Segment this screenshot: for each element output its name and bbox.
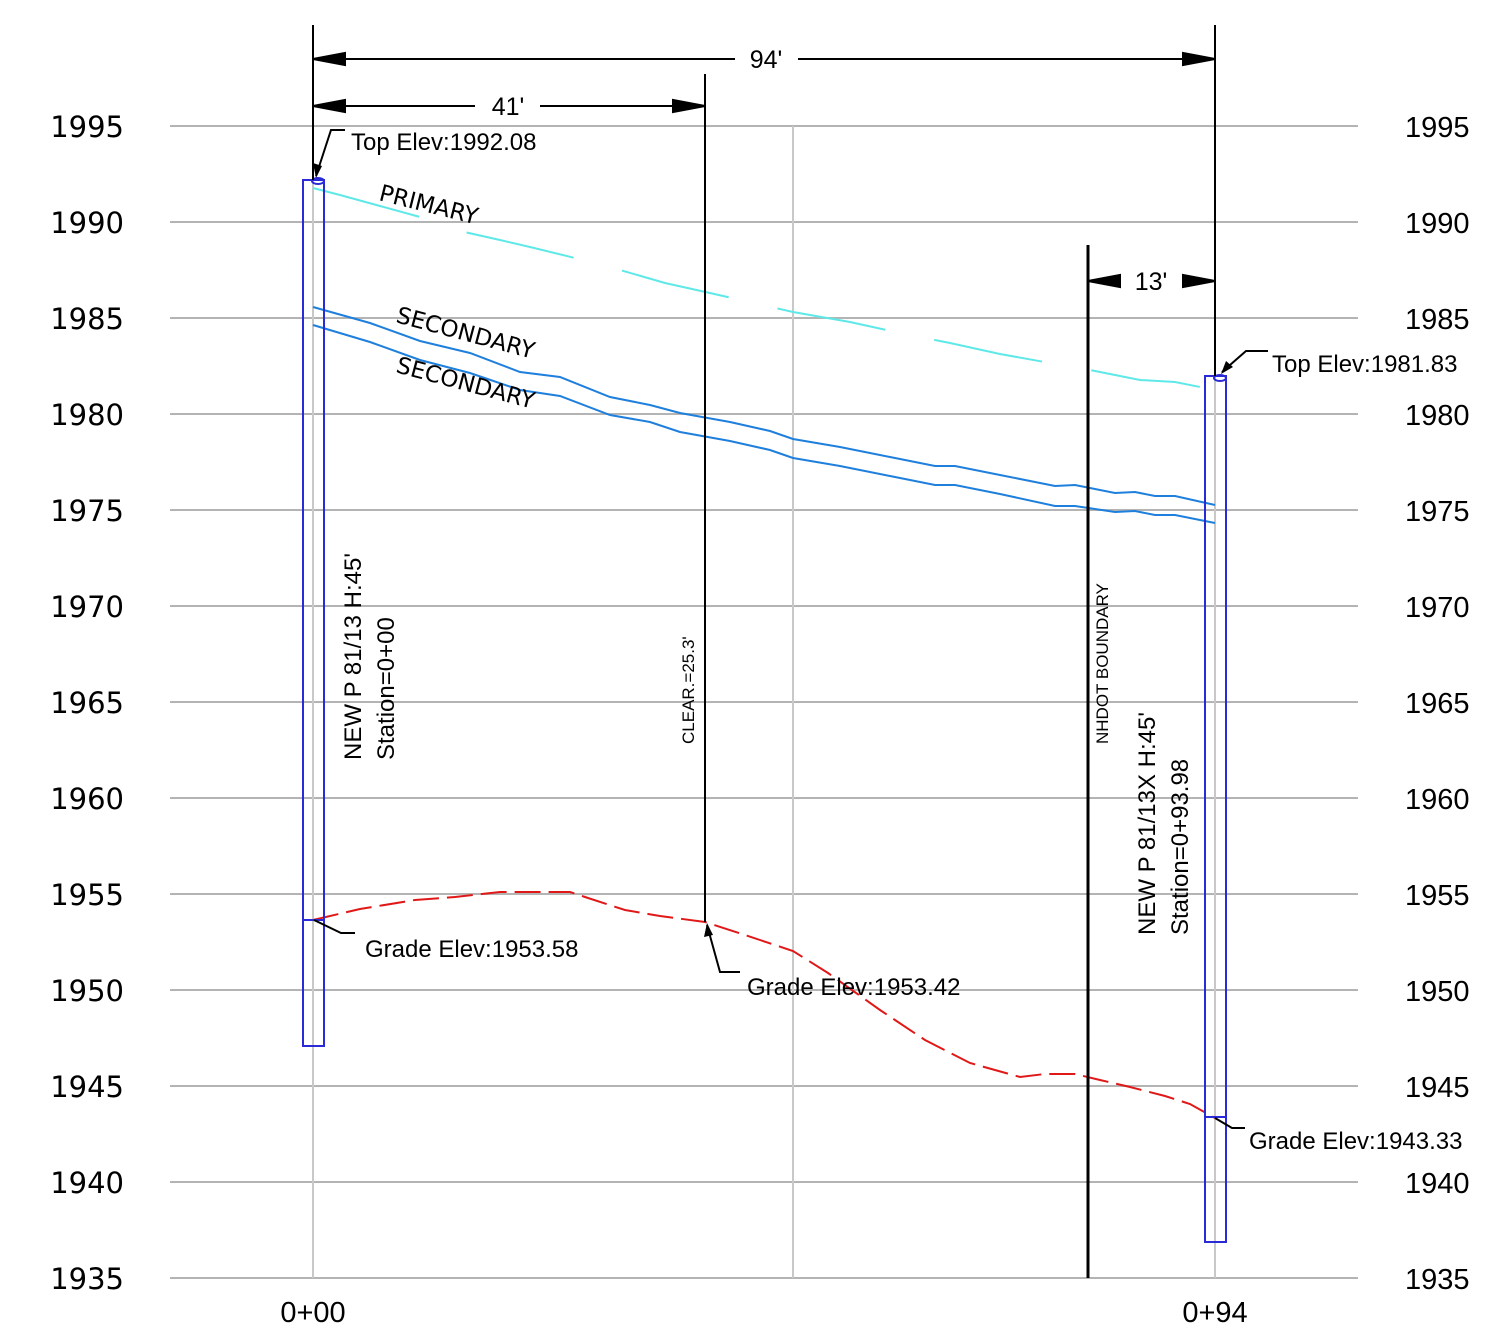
ytick-right: 1960 [1405, 784, 1470, 816]
ytick-right: 1975 [1405, 496, 1470, 528]
ytick-left: 1970 [50, 590, 124, 624]
ytick-right: 1945 [1405, 1072, 1470, 1104]
secondary-wire-upper [312, 306, 1216, 506]
secondary-wire-label-lower: SECONDARY [393, 353, 538, 415]
annotation-leaders [313, 129, 1268, 1129]
ytick-left: 1980 [50, 398, 124, 432]
clearance-label: CLEAR.=25.3' [679, 636, 698, 744]
ytick-left: 1935 [50, 1262, 124, 1296]
right-pole-top-elevation: Top Elev:1981.83 [1272, 351, 1457, 378]
ytick-right: 1995 [1405, 112, 1470, 144]
ytick-right: 1965 [1405, 688, 1470, 720]
right-pole-station: Station=0+93.98 [1167, 759, 1194, 935]
dimension-41-label: 41' [492, 93, 525, 121]
dimension-extension-lines [312, 25, 1216, 922]
ytick-left: 1940 [50, 1166, 124, 1200]
dimension-13 [1087, 273, 1216, 289]
midspan-grade-elevation: Grade Elev:1953.42 [747, 974, 960, 1001]
dimension-94-label: 94' [750, 46, 783, 74]
ytick-right: 1955 [1405, 880, 1470, 912]
ytick-right: 1970 [1405, 592, 1470, 624]
primary-wire-line [312, 187, 1216, 391]
left-pole-top-elevation: Top Elev:1992.08 [351, 129, 536, 156]
secondary-wire-lower [312, 324, 1216, 524]
ytick-right: 1950 [1405, 976, 1470, 1008]
ytick-left: 1950 [50, 974, 124, 1008]
left-pole-grade-elevation: Grade Elev:1953.58 [365, 936, 578, 963]
ytick-left: 1975 [50, 494, 124, 528]
dimension-94 [312, 51, 1216, 67]
ytick-right: 1935 [1405, 1264, 1470, 1296]
right-elevation-labels: 1995 1990 1985 1980 1975 1970 1965 1960 … [1405, 112, 1470, 1296]
leader-arrowheads [313, 163, 1233, 937]
left-pole-name: NEW P 81/13 H:45' [340, 553, 367, 760]
ytick-right: 1985 [1405, 304, 1470, 336]
ytick-right: 1940 [1405, 1168, 1470, 1200]
dimension-13-label: 13' [1135, 268, 1168, 296]
nhdot-boundary-label: NHDOT BOUNDARY [1093, 583, 1112, 744]
right-pole-name: NEW P 81/13X H:45' [1134, 712, 1161, 935]
ytick-left: 1985 [50, 302, 124, 336]
ground-profile-line [312, 891, 1216, 1119]
ytick-left: 1990 [50, 206, 124, 240]
horizontal-grid [170, 125, 1358, 1279]
right-pole-grade-elevation: Grade Elev:1943.33 [1249, 1128, 1462, 1155]
ytick-right: 1980 [1405, 400, 1470, 432]
ytick-right: 1990 [1405, 208, 1470, 240]
left-pole-station: Station=0+00 [373, 617, 400, 760]
dimension-41 [312, 98, 706, 114]
left-elevation-labels: 1995 1990 1985 1980 1975 1970 1965 1960 … [50, 110, 124, 1296]
station-tick-start: 0+00 [280, 1297, 345, 1325]
ytick-left: 1955 [50, 878, 124, 912]
ytick-left: 1965 [50, 686, 124, 720]
ytick-left: 1945 [50, 1070, 124, 1104]
ytick-left: 1995 [50, 110, 124, 144]
secondary-wire-label-upper: SECONDARY [393, 303, 538, 365]
ytick-left: 1960 [50, 782, 124, 816]
station-tick-end: 0+94 [1182, 1297, 1247, 1325]
